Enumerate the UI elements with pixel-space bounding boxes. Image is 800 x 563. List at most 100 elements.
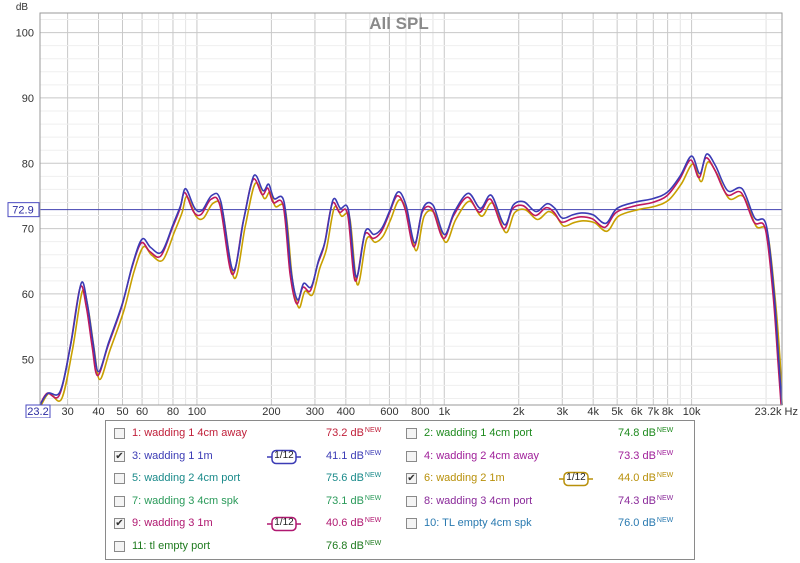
legend-value: 76.8 dBNEW [326,540,381,552]
legend-label: 2: wadding 1 4cm port [424,427,533,439]
legend-checkbox[interactable] [406,495,417,507]
y-tick-label: 60 [22,289,34,301]
legend-item[interactable]: 1: wadding 1 4cm away 73.2 dBNEW [114,425,399,445]
new-marker: NEW [364,472,382,479]
y-tick-label: 70 [22,224,34,236]
legend-value-text: 41.1 dB [326,449,364,462]
legend-label: 1: wadding 1 4cm away [132,427,247,439]
x-tick-labels: 30 40 50 60 80 100 200 300 400 600 800 1k 2k 3k 4k 5k 6k… [25,404,798,418]
y-tick-label: 50 [22,354,34,366]
legend-checkbox[interactable] [114,473,125,484]
new-marker: NEW [656,494,674,502]
legend-label: 5: wadding 2 4cm port [132,472,241,484]
new-marker: NEW [364,427,382,434]
smoothing-indicator[interactable]: 1/12 [267,516,301,532]
legend-label: 8: wadding 3 4cm port [424,494,533,507]
y-axis-unit-label: dB [16,2,29,13]
legend-item[interactable]: 2: wadding 1 4cm port 74.8 dBNEW [406,425,691,445]
x-tick-label: 200 [262,406,280,418]
reference-level-box [7,202,40,218]
new-marker: NEW [656,427,674,434]
x-start-marker-box [25,404,51,418]
legend-checkbox[interactable] [406,450,417,462]
legend-value-text: 76.8 dB [326,539,364,552]
legend-value: 41.1 dBNEW [326,450,381,462]
x-axis-end-label: 23.2k Hz [755,406,798,418]
x-tick-label: 100 [188,406,206,418]
legend-item[interactable]: ✔ 6: wadding 2 1m 1/12 44.0 dBNEW [406,470,691,490]
legend-item[interactable]: 5: wadding 2 4cm port 75.6 dBNEW [114,470,399,490]
chart-title: All SPL [369,14,429,33]
y-tick-labels: 50 60 70 80 90 100 [16,28,34,367]
legend-label: 6: wadding 2 1m [424,472,505,484]
x-tick-label: 80 [167,406,179,418]
series-line-3 [39,157,782,406]
new-marker: NEW [656,517,674,524]
x-tick-label: 400 [337,406,355,418]
x-tick-label: 5k [611,406,623,418]
legend-value: 40.6 dBNEW [326,517,381,529]
legend-item[interactable]: 7: wadding 3 4cm spk 73.1 dBNEW [114,493,399,513]
grid-lines [40,13,782,405]
legend-label: 4: wadding 2 4cm away [424,449,539,462]
legend-item[interactable]: 10: TL empty 4cm spk 76.0 dBNEW [406,515,691,535]
legend-value: 73.1 dBNEW [326,495,381,507]
legend-value: 73.3 dBNEW [618,450,673,462]
y-tick-label: 90 [22,93,34,105]
x-tick-label: 7k [647,406,659,418]
series-line-2 [40,161,783,406]
x-start-marker-label: 23.2 [27,406,48,418]
new-marker: NEW [364,494,382,502]
legend-item[interactable]: ✔ 3: wadding 1 1m 1/12 41.1 dBNEW [114,448,399,468]
legend-checkbox[interactable]: ✔ [114,518,125,529]
legend-checkbox[interactable] [114,495,125,507]
legend-checkbox[interactable]: ✔ [114,450,125,462]
legend-checkbox[interactable]: ✔ [406,473,417,484]
spl-chart: 72.9 All SPL dB 50 60 70 80 90 100 30 40 50 60 80… [7,2,798,418]
legend-value-text: 73.1 dB [326,494,364,507]
legend-value: 75.6 dBNEW [326,472,381,484]
legend-value-text: 73.2 dB [326,427,364,439]
new-marker: NEW [656,472,674,479]
legend-panel: 1: wadding 1 4cm away 73.2 dBNEW 2: waddin… [105,420,695,560]
legend-value-text: 74.3 dB [618,494,656,507]
x-tick-label: 600 [380,406,398,418]
legend-item[interactable]: 4: wadding 2 4cm away 73.3 dBNEW [406,448,691,468]
x-tick-label: 50 [116,406,128,418]
legend-label: 11: tl empty port [132,539,211,552]
legend-checkbox[interactable] [406,518,417,529]
smoothing-indicator[interactable]: 1/12 [267,449,301,465]
reference-level-label: 72.9 [12,205,33,217]
legend-checkbox[interactable] [114,540,125,552]
x-tick-label: 1k [438,406,450,418]
legend-value-text: 76.0 dB [618,517,656,529]
legend-checkbox[interactable] [114,428,125,439]
x-tick-label: 10k [683,406,701,418]
new-marker: NEW [364,449,382,457]
x-tick-label: 3k [556,406,568,418]
legend-label: 10: TL empty 4cm spk [424,517,532,529]
legend-value: 73.2 dBNEW [326,427,381,439]
new-marker: NEW [656,449,674,457]
plot-frame [39,12,783,406]
smoothing-indicator[interactable]: 1/12 [559,471,593,487]
smoothing-label: 1/12 [566,472,586,483]
new-marker: NEW [364,539,382,547]
new-marker: NEW [364,517,382,524]
legend-value-text: 74.8 dB [618,427,656,439]
legend-value: 44.0 dBNEW [618,472,673,484]
legend-checkbox[interactable] [406,428,417,439]
y-tick-label: 100 [16,28,34,40]
x-tick-label: 2k [513,406,525,418]
legend-item[interactable]: 8: wadding 3 4cm port 74.3 dBNEW [406,493,691,513]
legend-item[interactable]: 11: tl empty port 76.8 dBNEW [114,538,399,558]
legend-item[interactable]: ✔ 9: wadding 3 1m 1/12 40.6 dBNEW [114,515,399,535]
x-tick-label: 60 [136,406,148,418]
series-curves [39,153,783,406]
x-tick-label: 800 [411,406,429,418]
legend-value: 74.8 dBNEW [618,427,673,439]
x-tick-label: 6k [631,406,643,418]
x-tick-label: 300 [306,406,324,418]
legend-label: 9: wadding 3 1m [132,517,213,529]
x-tick-label: 40 [92,406,104,418]
